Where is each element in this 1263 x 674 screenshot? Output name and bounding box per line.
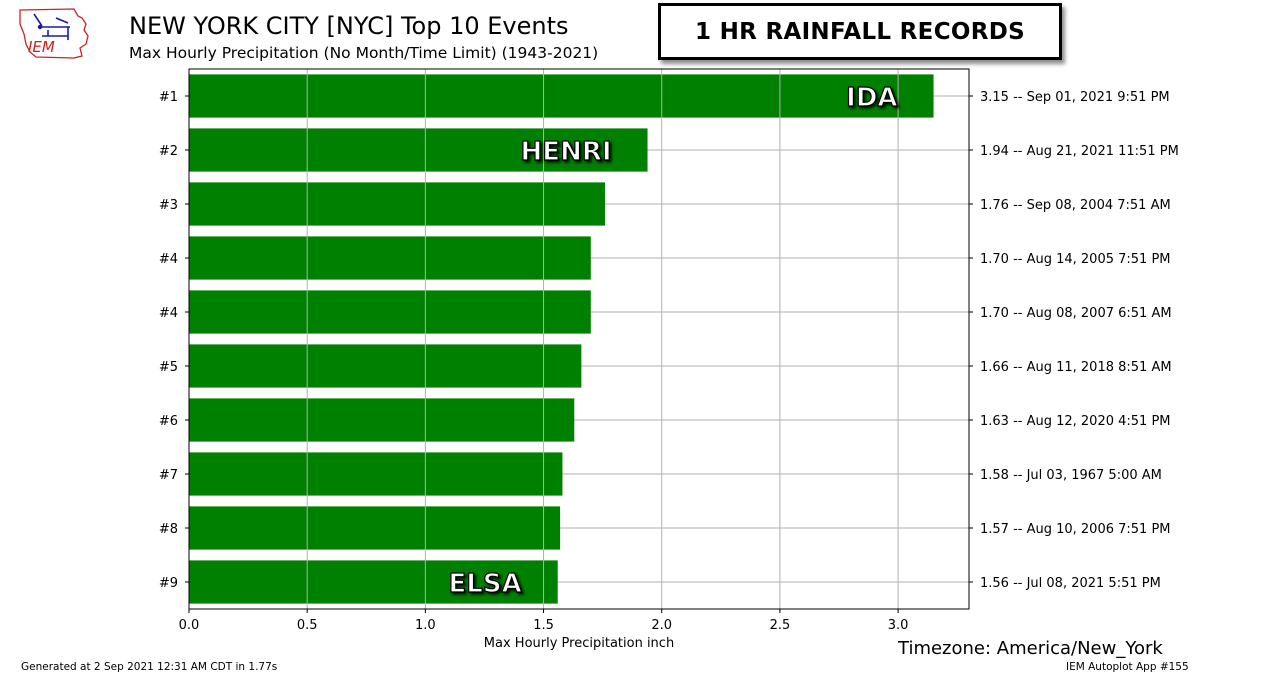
y-tick-label: #5 xyxy=(159,360,178,375)
y-tick-label: #4 xyxy=(159,252,178,267)
generated-note: Generated at 2 Sep 2021 12:31 AM CDT in … xyxy=(21,661,278,673)
x-tick-label: 3.0 xyxy=(888,618,909,633)
bars xyxy=(189,74,934,604)
bar-8 xyxy=(189,452,563,496)
axes xyxy=(185,68,973,613)
storm-annotation: IDA xyxy=(846,83,897,113)
banner-label: 1 HR RAINFALL RECORDS xyxy=(658,3,1062,60)
x-tick-label: 2.0 xyxy=(651,618,672,633)
bar-1 xyxy=(189,74,934,118)
y-tick-label: #2 xyxy=(159,144,178,159)
plot-frame xyxy=(188,68,970,610)
bar-4 xyxy=(189,236,591,280)
storm-annotation: ELSA xyxy=(449,569,522,599)
logo-text: IEM xyxy=(28,38,55,56)
right-label: 1.66 -- Aug 11, 2018 8:51 AM xyxy=(980,360,1172,375)
labels: 0.0 0.5 1.0 1.5 2.0 2.5 3.0 #1 3.15 -- Sep 01, 2… xyxy=(159,82,1179,633)
bar-2 xyxy=(189,128,648,172)
y-tick-label: #6 xyxy=(159,414,178,429)
right-label: 3.15 -- Sep 01, 2021 9:51 PM xyxy=(980,90,1170,105)
right-label: 1.70 -- Aug 08, 2007 6:51 AM xyxy=(980,306,1172,321)
right-label: 1.56 -- Jul 08, 2021 5:51 PM xyxy=(980,576,1161,591)
storm-annotation: HENRI xyxy=(521,137,612,167)
bar-7 xyxy=(189,398,575,442)
bar-10 xyxy=(189,560,558,604)
right-label: 1.94 -- Aug 21, 2021 11:51 PM xyxy=(980,144,1179,159)
bar-5 xyxy=(189,290,591,334)
x-tick-label: 0.5 xyxy=(297,618,318,633)
logo-state-outline xyxy=(19,8,89,59)
bar-9 xyxy=(189,506,561,550)
right-label: 1.70 -- Aug 14, 2005 7:51 PM xyxy=(980,252,1171,267)
x-axis-label: Max Hourly Precipitation inch xyxy=(483,636,675,651)
x-tick-label: 2.5 xyxy=(770,618,791,633)
y-tick-label: #8 xyxy=(159,522,178,537)
y-tick-label: #3 xyxy=(159,198,178,213)
timezone-label: Timezone: America/New_York xyxy=(898,638,1163,659)
right-label: 1.76 -- Sep 08, 2004 7:51 AM xyxy=(980,198,1171,213)
bar-6 xyxy=(189,344,582,388)
iem-logo: IEM xyxy=(19,8,89,59)
right-label: 1.57 -- Aug 10, 2006 7:51 PM xyxy=(980,522,1171,537)
y-tick-label: #4 xyxy=(159,306,178,321)
y-tick-label: #7 xyxy=(159,468,178,483)
app-name: IEM Autoplot App #155 xyxy=(1066,661,1189,673)
y-tick-label: #1 xyxy=(159,90,178,105)
chart-title: NEW YORK CITY [NYC] Top 10 Events xyxy=(129,12,569,40)
right-label: 1.63 -- Aug 12, 2020 4:51 PM xyxy=(980,414,1171,429)
x-tick-label: 1.0 xyxy=(415,618,436,633)
x-tick-label: 1.5 xyxy=(533,618,554,633)
logo-weather-symbol xyxy=(33,13,70,40)
chart-subtitle: Max Hourly Precipitation (No Month/Time … xyxy=(129,44,599,62)
y-tick-label: #9 xyxy=(159,576,178,591)
x-tick-label: 0.0 xyxy=(179,618,200,633)
bar-3 xyxy=(189,182,605,226)
right-label: 1.58 -- Jul 03, 1967 5:00 AM xyxy=(980,468,1162,483)
